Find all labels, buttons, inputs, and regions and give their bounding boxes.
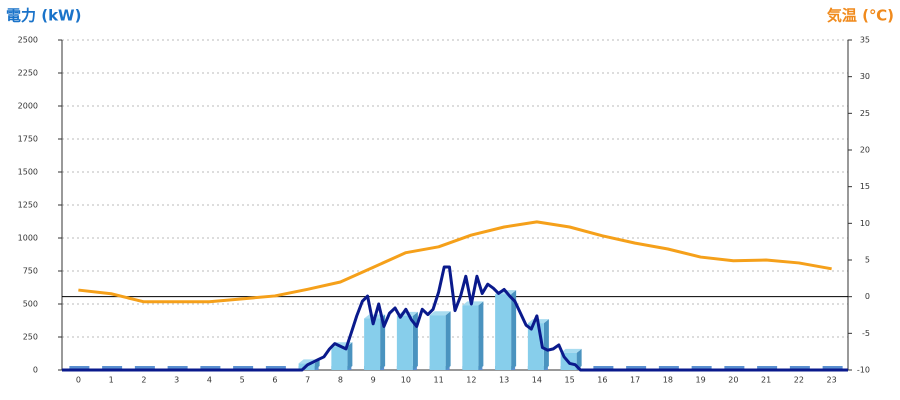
bar-base	[658, 366, 679, 370]
x-tick-label: 16	[597, 376, 607, 385]
x-tick-label: 14	[532, 376, 542, 385]
bar-base	[691, 366, 712, 370]
line	[78, 220, 832, 304]
x-tick-label: 3	[174, 376, 179, 385]
y2-tick-label: 20	[860, 146, 870, 155]
x-tick-label: 20	[728, 376, 738, 385]
x-tick-label: 13	[499, 376, 509, 385]
x-tick-label: 6	[272, 376, 277, 385]
y-axis-title: 電力 (kW)	[6, 7, 81, 25]
y2-tick-label: 30	[860, 72, 870, 81]
bar	[495, 294, 512, 370]
y2-tick-label: -5	[862, 329, 870, 338]
bar	[396, 315, 413, 370]
x-tick-label: 23	[827, 376, 837, 385]
bar-base	[134, 366, 155, 370]
bar-side	[445, 311, 451, 370]
x-tick-label: 19	[696, 376, 706, 385]
line	[62, 265, 848, 372]
y-tick-label: 2250	[18, 69, 38, 78]
bar-base	[789, 366, 810, 370]
bar-base	[724, 366, 745, 370]
bar	[429, 315, 446, 370]
y-tick-label: 0	[33, 366, 38, 375]
y-tick-label: 1750	[18, 135, 38, 144]
y2-axis-title: 気温 (℃)	[827, 7, 894, 25]
y-tick-label: 1000	[18, 234, 38, 243]
x-tick-label: 17	[630, 376, 640, 385]
bar-side	[347, 342, 353, 370]
y2-tick-label: -10	[857, 366, 870, 375]
x-tick-label: 2	[141, 376, 146, 385]
y-tick-label: 750	[23, 267, 38, 276]
bar-base	[69, 366, 90, 370]
y-tick-label: 2000	[18, 102, 38, 111]
bar-side	[380, 314, 386, 370]
bar-top	[429, 311, 451, 316]
x-tick-label: 1	[109, 376, 114, 385]
bar	[462, 305, 479, 370]
x-tick-label: 8	[338, 376, 343, 385]
y2-tick-label: 10	[860, 219, 870, 228]
bar-side	[314, 359, 320, 370]
y-tick-label: 500	[23, 300, 38, 309]
bar-base	[593, 366, 614, 370]
bar	[331, 346, 348, 370]
bar-base	[757, 366, 778, 370]
x-tick-label: 0	[76, 376, 81, 385]
x-tick-label: 10	[401, 376, 411, 385]
bar-base	[265, 366, 286, 370]
bar-base	[626, 366, 647, 370]
x-tick-label: 18	[663, 376, 673, 385]
x-tick-label: 9	[371, 376, 376, 385]
x-tick-label: 7	[305, 376, 310, 385]
bar-base	[167, 366, 188, 370]
bar-top	[560, 348, 582, 353]
y2-tick-label: 0	[865, 292, 870, 301]
y-tick-label: 250	[23, 333, 38, 342]
bar-base	[822, 366, 843, 370]
bar-base	[200, 366, 221, 370]
bar-base	[233, 366, 254, 370]
y2-tick-label: 15	[860, 182, 870, 191]
bar-base	[102, 366, 123, 370]
y-tick-label: 2500	[18, 36, 38, 45]
x-tick-label: 5	[240, 376, 245, 385]
x-tick-label: 12	[466, 376, 476, 385]
y2-tick-label: 35	[860, 36, 870, 45]
x-tick-label: 22	[794, 376, 804, 385]
bar-side	[478, 301, 484, 370]
bar-side	[543, 319, 549, 370]
bar-side	[576, 348, 582, 370]
x-tick-label: 11	[434, 376, 444, 385]
bar-side	[511, 290, 517, 370]
x-tick-label: 21	[761, 376, 771, 385]
y-tick-label: 1500	[18, 168, 38, 177]
bar	[364, 318, 381, 370]
y-tick-label: 1250	[18, 201, 38, 210]
x-tick-label: 15	[565, 376, 575, 385]
x-tick-label: 4	[207, 376, 212, 385]
y2-tick-label: 5	[865, 256, 870, 265]
y2-tick-label: 25	[860, 109, 870, 118]
